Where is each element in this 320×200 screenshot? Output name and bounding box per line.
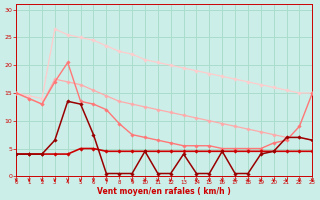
X-axis label: Vent moyen/en rafales ( km/h ): Vent moyen/en rafales ( km/h ) — [97, 187, 231, 196]
